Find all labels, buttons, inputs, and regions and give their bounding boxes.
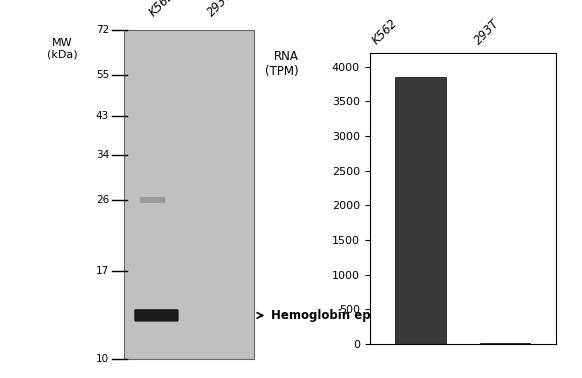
Text: 55: 55 [96,70,109,80]
Text: 293T: 293T [472,17,502,47]
FancyBboxPatch shape [140,197,165,203]
Bar [395,77,446,344]
Text: 293T: 293T [205,0,236,19]
FancyBboxPatch shape [134,309,179,322]
Text: MW
(kDa): MW (kDa) [47,38,77,59]
Text: 34: 34 [96,150,109,160]
Bar [124,30,254,359]
Bar [480,343,530,344]
Text: K562: K562 [147,0,178,19]
Text: 26: 26 [96,195,109,205]
Text: 43: 43 [96,111,109,121]
Text: 17: 17 [96,266,109,276]
Text: 10: 10 [96,354,109,364]
Text: K562: K562 [370,17,400,47]
Text: Hemoglobin epsilon: Hemoglobin epsilon [271,309,402,322]
Text: 72: 72 [96,25,109,35]
Y-axis label: RNA
(TPM): RNA (TPM) [265,50,299,78]
